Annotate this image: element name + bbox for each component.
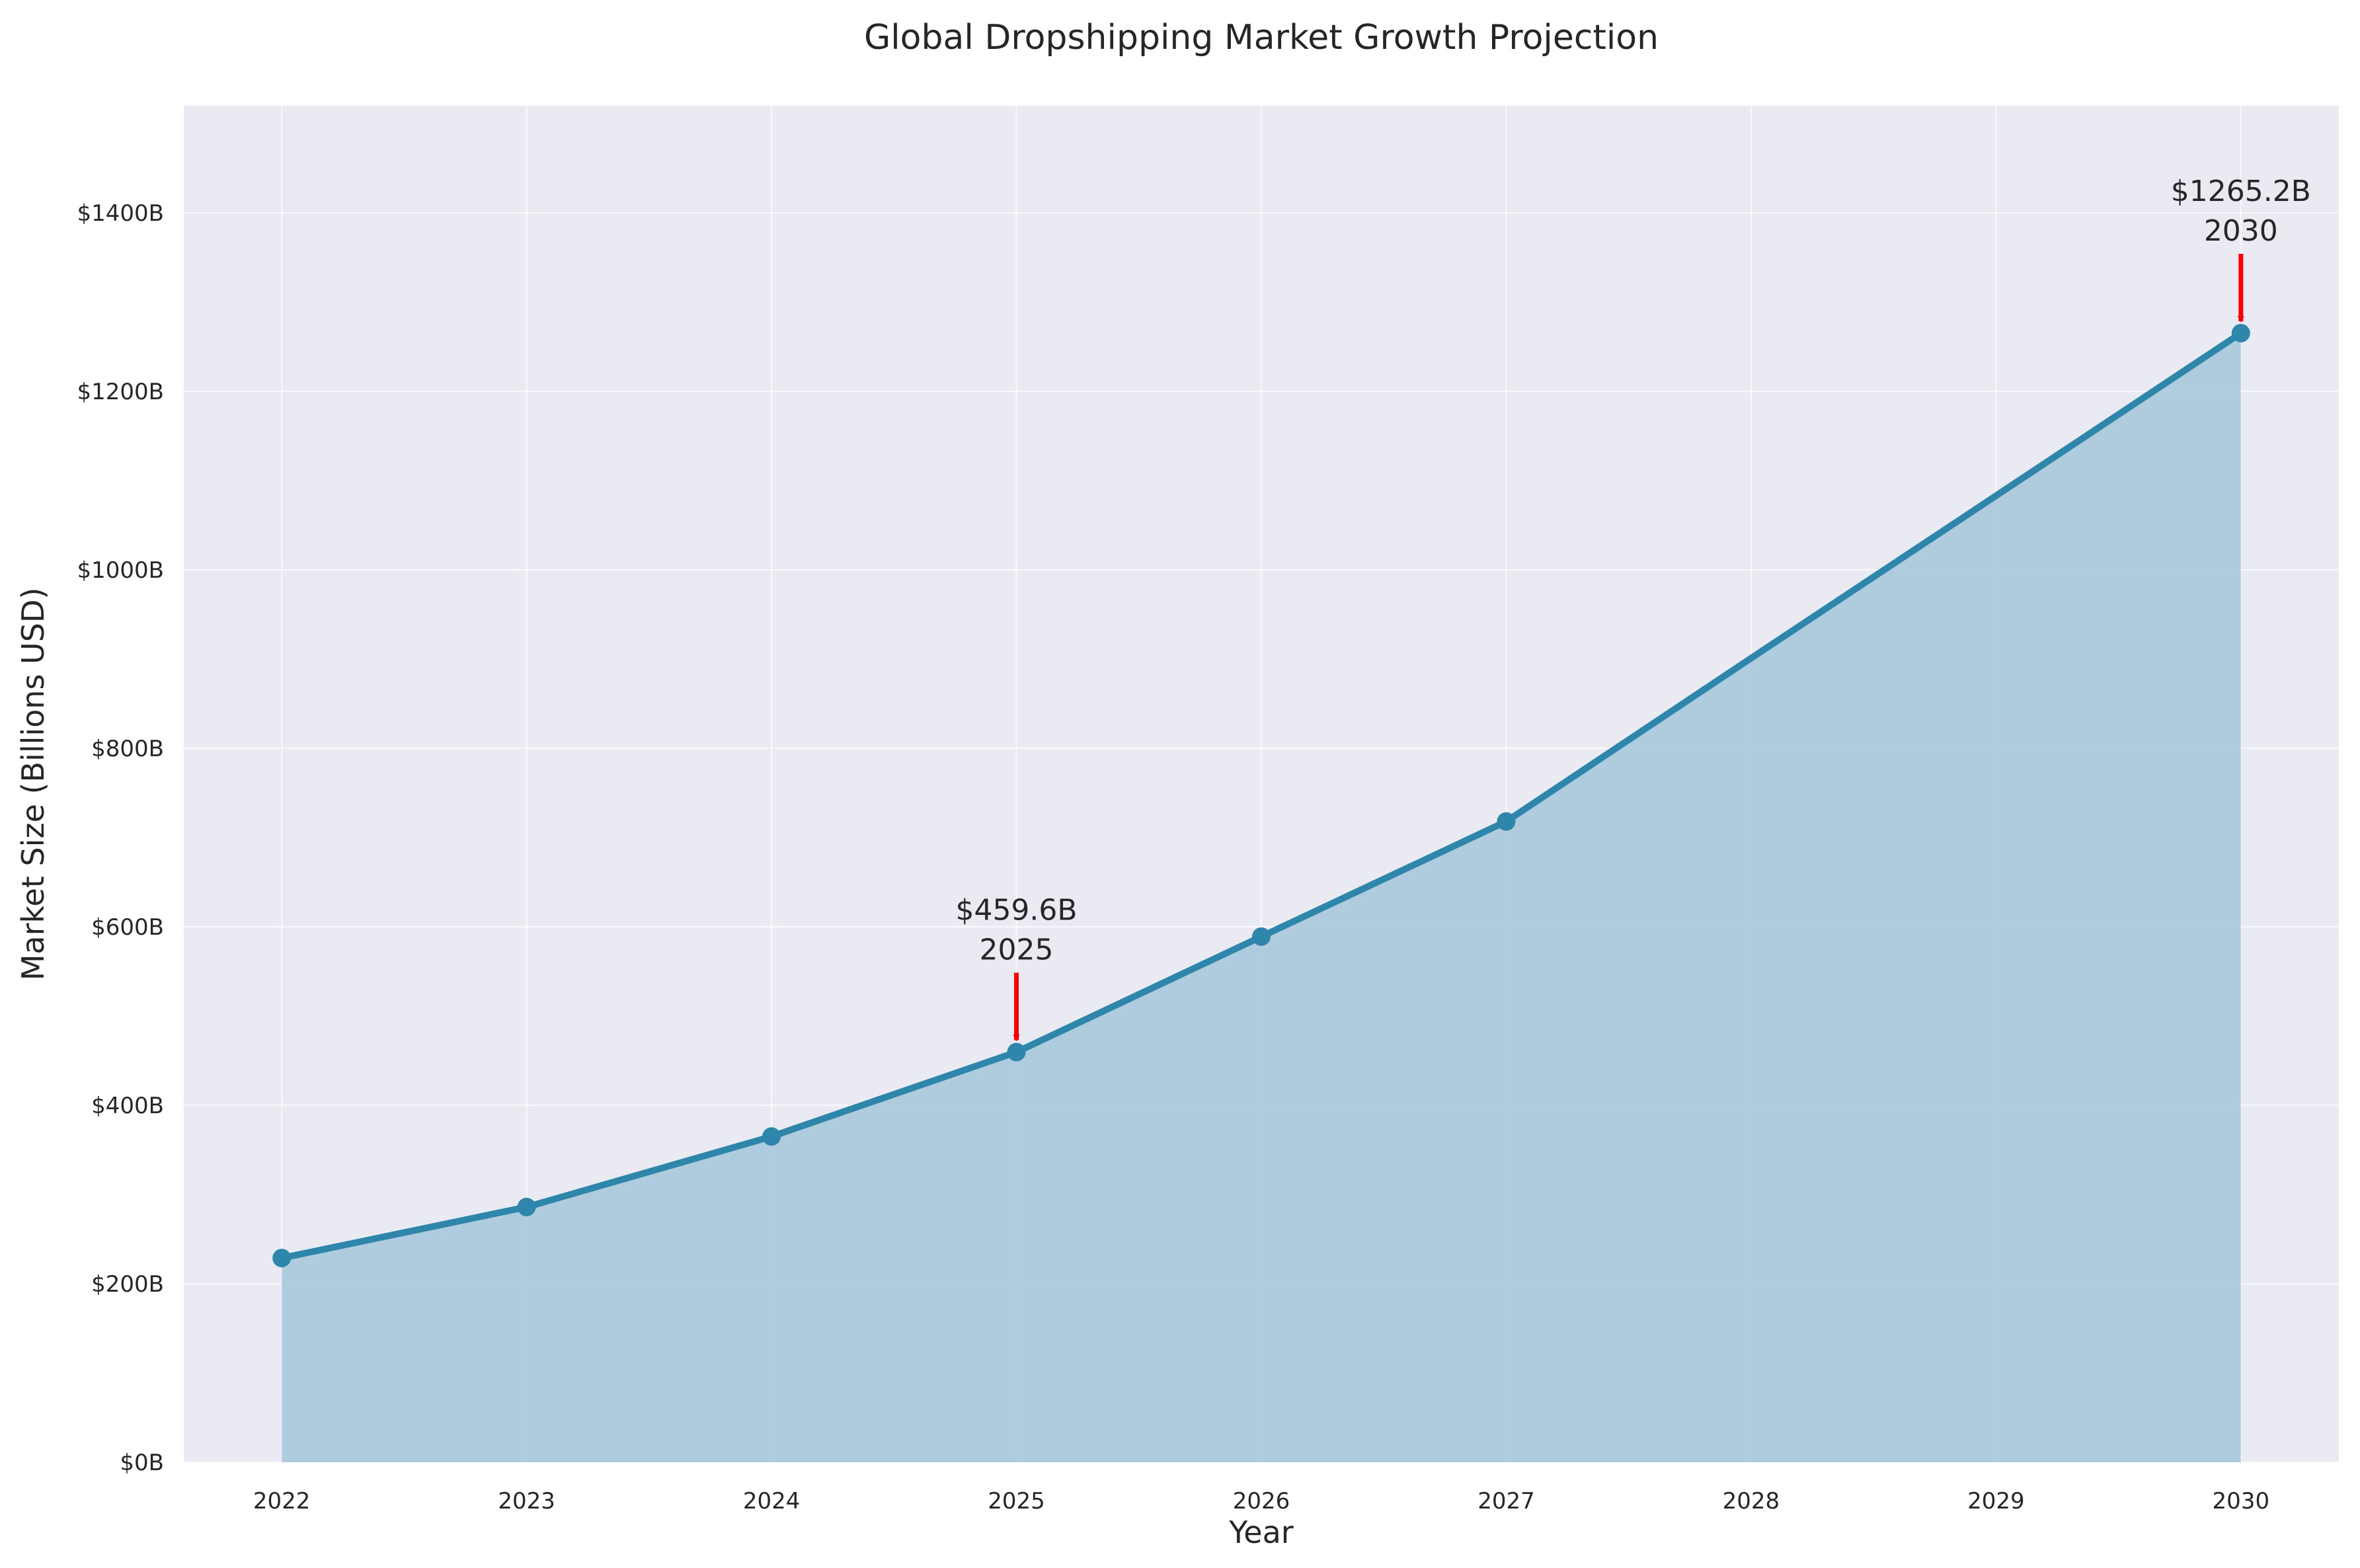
annotation-2025: $459.6B 2025 <box>955 894 1078 1042</box>
x-tick-label: 2023 <box>498 1488 555 1514</box>
data-point <box>2231 323 2250 342</box>
chart-title: Global Dropshipping Market Growth Projec… <box>864 18 1659 58</box>
y-tick-label: $1200B <box>77 379 164 405</box>
y-tick-label: $600B <box>91 914 164 941</box>
area-polygon <box>282 333 2241 1463</box>
x-tick-label: 2029 <box>1967 1488 2025 1514</box>
annotation-value: $1265.2B <box>2171 175 2311 208</box>
x-tick-label: 2022 <box>253 1488 311 1514</box>
y-axis-label: Market Size (Billions USD) <box>15 588 51 981</box>
data-point <box>517 1197 536 1216</box>
y-tick-label: $1000B <box>77 557 164 584</box>
annotation-year: 2030 <box>2204 214 2278 248</box>
x-tick-label: 2024 <box>743 1488 801 1514</box>
area-fill <box>282 333 2241 1463</box>
x-tick-label: 2030 <box>2213 1488 2270 1514</box>
data-point <box>1007 1042 1026 1062</box>
data-point <box>272 1249 292 1268</box>
x-axis-label: Year <box>1228 1514 1293 1550</box>
data-point <box>1252 927 1271 946</box>
data-point <box>762 1127 781 1146</box>
data-point <box>1497 812 1516 831</box>
y-tick-label: $200B <box>91 1271 164 1298</box>
y-tick-label: $1400B <box>77 200 164 227</box>
y-tick-label: $0B <box>120 1450 164 1476</box>
annotation-value: $459.6B <box>955 894 1077 927</box>
x-axis-ticks: 2022 2023 2024 2025 2026 2027 2028 2029 2030 <box>253 1488 2269 1514</box>
annotations: $459.6B 2025 $1265.2B 2030 <box>955 175 2311 1042</box>
y-tick-label: $400B <box>91 1093 164 1119</box>
y-tick-label: $800B <box>91 736 164 762</box>
annotation-year: 2025 <box>980 933 1054 967</box>
x-tick-label: 2025 <box>988 1488 1045 1514</box>
annotation-2030: $1265.2B 2030 <box>2171 175 2311 323</box>
x-tick-label: 2027 <box>1477 1488 1535 1514</box>
y-axis-ticks: $0B $200B $400B $600B $800B $1000B $1200B $1400… <box>77 200 164 1476</box>
x-tick-label: 2026 <box>1233 1488 1290 1514</box>
x-tick-label: 2028 <box>1723 1488 1780 1514</box>
data-points <box>272 323 2250 1268</box>
